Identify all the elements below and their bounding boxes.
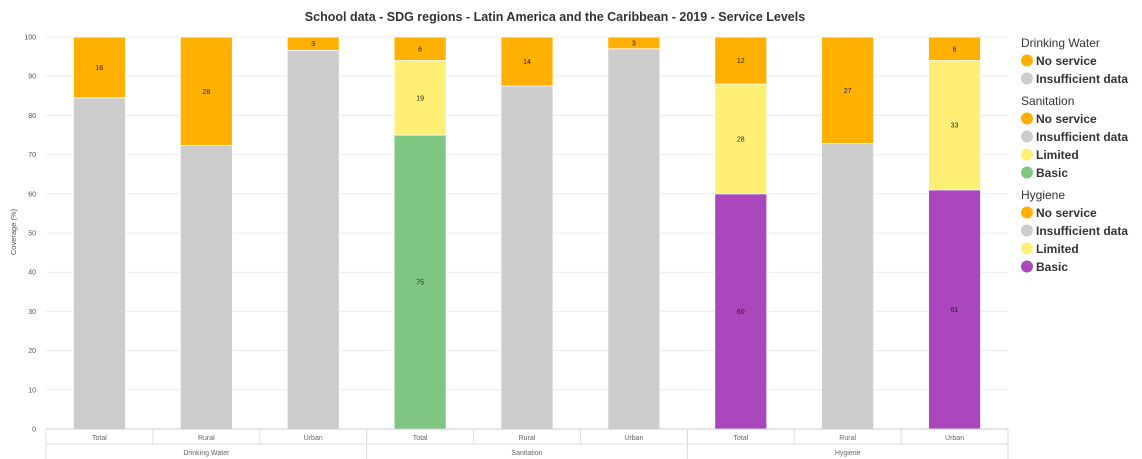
legend-swatch [1021, 54, 1033, 67]
x-tick-label: Rural [839, 435, 856, 442]
x-tick-label: Urban [304, 435, 323, 442]
x-tick-label: Rural [519, 435, 536, 442]
bar-segment[interactable] [286, 36, 340, 51]
legend-item[interactable]: Insufficient data [1036, 224, 1128, 238]
y-tick-label: 10 [28, 387, 36, 394]
y-tick-label: 60 [28, 191, 36, 198]
y-tick-label: 80 [28, 113, 36, 120]
legend-heading: Drinking Water [1021, 36, 1100, 50]
legend: Drinking Water No service Insufficient dat… [1021, 36, 1128, 274]
legend-item[interactable]: Basic [1036, 166, 1068, 180]
x-group-label: Hygiene [835, 450, 861, 457]
legend-swatch [1021, 242, 1033, 255]
legend-item[interactable]: Basic [1036, 260, 1068, 274]
data-label: 61 [951, 307, 959, 314]
bar-segment[interactable] [928, 36, 981, 61]
legend-item[interactable]: Limited [1036, 148, 1079, 162]
data-label: 75 [416, 280, 424, 287]
data-label: 3 [632, 40, 636, 47]
data-label: 60 [737, 309, 745, 316]
x-tick-label: Urban [945, 435, 964, 442]
bar-segment[interactable] [714, 36, 768, 85]
y-axis-label: Coverage (%) [9, 208, 18, 255]
legend-heading: Sanitation [1021, 94, 1074, 108]
bar-segment[interactable] [500, 36, 554, 87]
x-group-label: Drinking Water [183, 450, 230, 457]
legend-item[interactable]: Insufficient data [1036, 72, 1128, 86]
bar-segment[interactable] [928, 189, 981, 430]
data-label: 6 [418, 46, 422, 53]
x-tick-label: Urban [624, 435, 643, 442]
bar-segment[interactable] [607, 36, 661, 50]
bar-segment[interactable] [179, 145, 233, 430]
y-tick-label: 40 [28, 270, 36, 277]
bar-segment[interactable] [286, 49, 340, 430]
legend-swatch [1021, 148, 1033, 161]
bars: 16 28 3 75 19 6 14 3 60 28 12 27 61 33 6 [73, 36, 981, 430]
data-label: 28 [737, 136, 745, 143]
legend-swatch [1021, 130, 1033, 143]
x-tick-label: Total [92, 435, 107, 442]
data-label: 14 [523, 59, 531, 66]
data-label: 27 [844, 88, 852, 95]
bar-segment[interactable] [393, 36, 447, 61]
legend-swatch [1021, 112, 1033, 125]
y-tick-label: 100 [24, 35, 36, 42]
legend-swatch [1021, 206, 1033, 219]
x-tick-label: Rural [198, 435, 215, 442]
data-label: 6 [953, 46, 957, 53]
bar-segment[interactable] [393, 134, 447, 430]
bar-segment[interactable] [821, 143, 875, 430]
chart-title: School data - SDG regions - Latin Americ… [305, 10, 805, 24]
legend-item[interactable]: No service [1036, 112, 1097, 126]
y-tick-label: 0 [32, 427, 36, 434]
data-label: 16 [96, 65, 104, 72]
y-tick-label: 70 [28, 152, 36, 159]
bar-segment[interactable] [393, 60, 447, 136]
data-label: 3 [311, 41, 315, 48]
bar-segment[interactable] [73, 97, 126, 430]
x-group-label: Sanitation [511, 450, 542, 457]
data-label: 33 [951, 123, 959, 130]
legend-item[interactable]: No service [1036, 54, 1097, 68]
bar-segment[interactable] [500, 85, 554, 430]
y-axis-ticks: 0 10 20 30 40 50 60 70 80 90 100 [24, 35, 36, 434]
y-tick-label: 30 [28, 309, 36, 316]
bar-segment[interactable] [714, 193, 768, 430]
legend-heading: Hygiene [1021, 188, 1065, 202]
bar-segment[interactable] [928, 60, 981, 191]
legend-swatch [1021, 224, 1033, 237]
bar-segment[interactable] [607, 48, 661, 430]
legend-item[interactable]: Insufficient data [1036, 130, 1128, 144]
data-label: 12 [737, 58, 745, 65]
legend-item[interactable]: No service [1036, 206, 1097, 220]
y-tick-label: 50 [28, 231, 36, 238]
data-label: 28 [202, 89, 210, 96]
x-axis: Total Rural Urban Drinking Water Total Rural U… [45, 428, 1009, 459]
legend-item[interactable]: Limited [1036, 242, 1079, 256]
data-label: 19 [416, 95, 424, 102]
legend-swatch [1021, 166, 1033, 179]
legend-swatch [1021, 72, 1033, 85]
bar-segment[interactable] [179, 36, 233, 146]
bar-segment[interactable] [714, 83, 768, 195]
x-tick-label: Total [413, 435, 428, 442]
bar-segment[interactable] [821, 36, 875, 145]
x-tick-label: Total [733, 435, 748, 442]
bar-segment[interactable] [73, 36, 126, 99]
legend-swatch [1021, 260, 1033, 273]
y-tick-label: 90 [28, 74, 36, 81]
y-tick-label: 20 [28, 348, 36, 355]
